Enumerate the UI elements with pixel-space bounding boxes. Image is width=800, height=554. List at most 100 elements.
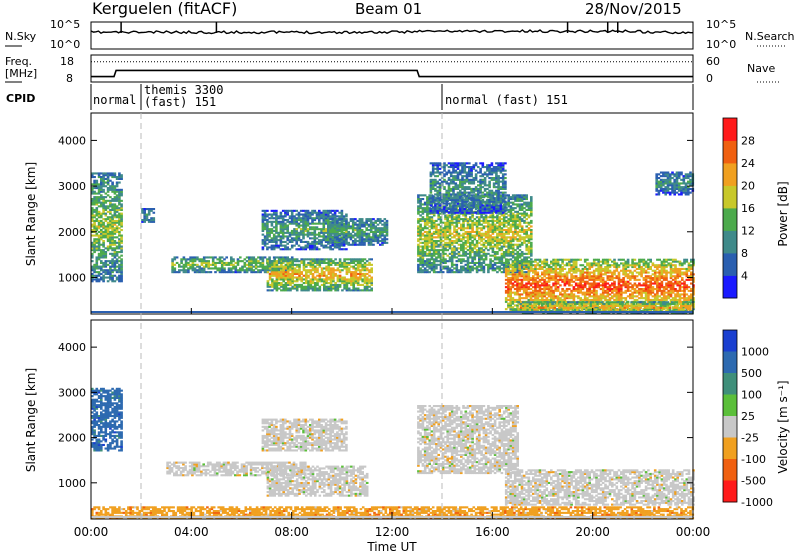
cell-4 [295, 280, 299, 283]
cell-4 [305, 285, 308, 288]
cell-3 [304, 233, 308, 236]
cell-8 [511, 260, 515, 263]
cell-7 [429, 178, 433, 181]
cell-6 [417, 205, 420, 208]
cell-7 [490, 200, 494, 203]
cell-7 [486, 167, 489, 170]
cell-6 [511, 194, 515, 197]
cell-4 [309, 283, 313, 286]
cell-7 [447, 187, 451, 190]
cell-4 [363, 285, 367, 288]
cell-0 [113, 199, 117, 202]
cell-2 [236, 260, 240, 263]
cell-2 [198, 271, 201, 274]
cell-8 [518, 264, 521, 267]
cell-3 [270, 248, 274, 251]
cell-0 [93, 176, 96, 179]
cell-4 [309, 272, 313, 275]
cell-6 [471, 260, 474, 263]
cell-3 [329, 215, 332, 218]
cell-4 [332, 261, 335, 264]
cpid-panel: CPID normal themis 3300 (fast) 151 norma… [6, 83, 694, 110]
cell-7 [443, 209, 446, 212]
cell-7 [492, 193, 496, 196]
cell-6 [511, 236, 515, 239]
cell-3 [309, 246, 312, 249]
cell-6 [496, 267, 499, 270]
cell-4 [286, 274, 290, 277]
cell-6 [514, 198, 517, 201]
cell-4 [347, 271, 351, 274]
cell-8 [509, 298, 512, 301]
cell-8 [513, 273, 517, 276]
cell-5 [340, 221, 344, 224]
cell-6 [460, 229, 463, 232]
cell-4 [323, 272, 326, 275]
cell-6 [507, 201, 510, 204]
cell-5 [374, 225, 377, 228]
cell-6 [509, 208, 513, 211]
cell-7 [434, 175, 437, 178]
cell-0 [115, 241, 119, 244]
cell-0 [102, 176, 105, 179]
cell-8 [511, 286, 515, 289]
cell-7 [431, 167, 435, 170]
cell-6 [491, 223, 495, 226]
cell-4 [289, 280, 292, 283]
cell-0 [113, 227, 117, 230]
cell-7 [463, 180, 467, 183]
cell-6 [500, 223, 504, 226]
cell-3 [327, 242, 330, 245]
cell-8 [516, 284, 519, 287]
cell-3 [270, 213, 274, 216]
cell-4 [268, 267, 272, 270]
cell-7 [472, 177, 476, 180]
cell-7 [486, 175, 489, 178]
cell-4 [347, 282, 351, 285]
cell-2 [277, 269, 280, 272]
cell-3 [284, 209, 287, 212]
cell-4 [311, 280, 315, 283]
cell-6 [462, 260, 465, 263]
cell-6 [500, 245, 504, 248]
cell-6 [475, 229, 479, 232]
cell-4 [354, 271, 358, 274]
cell-6 [428, 229, 431, 232]
cell-4 [277, 258, 281, 261]
cell-4 [318, 285, 322, 288]
cell-4 [345, 283, 349, 286]
cell-6 [502, 254, 506, 257]
cell-0 [118, 265, 121, 268]
cell-4 [359, 258, 362, 261]
cell-6 [496, 225, 499, 228]
cell-4 [300, 289, 303, 292]
cell-3 [302, 231, 305, 234]
cell-6 [426, 198, 429, 201]
cell-0 [91, 199, 94, 202]
cell-4 [334, 258, 337, 261]
cell-6 [480, 269, 483, 272]
cell-6 [482, 219, 486, 222]
cell-4 [318, 276, 322, 279]
cell-5 [383, 234, 387, 237]
cell-6 [505, 230, 508, 233]
cell-3 [270, 240, 274, 243]
cell-7 [470, 173, 473, 176]
cell-7 [486, 193, 489, 196]
cell-6 [507, 219, 510, 222]
cell-8 [507, 271, 510, 274]
cell-0 [93, 245, 96, 248]
cell-6 [487, 252, 490, 255]
cell-6 [525, 245, 528, 248]
cell-7 [490, 173, 494, 176]
cell-7 [456, 164, 460, 167]
cell-3 [297, 248, 301, 251]
cell-3 [327, 231, 330, 234]
cell-6 [518, 234, 522, 237]
cell-3 [299, 248, 303, 251]
cell-6 [441, 265, 445, 268]
cell-3 [313, 240, 317, 243]
cell-0 [111, 223, 114, 226]
cell-4 [352, 267, 355, 270]
cell-8 [511, 275, 515, 278]
